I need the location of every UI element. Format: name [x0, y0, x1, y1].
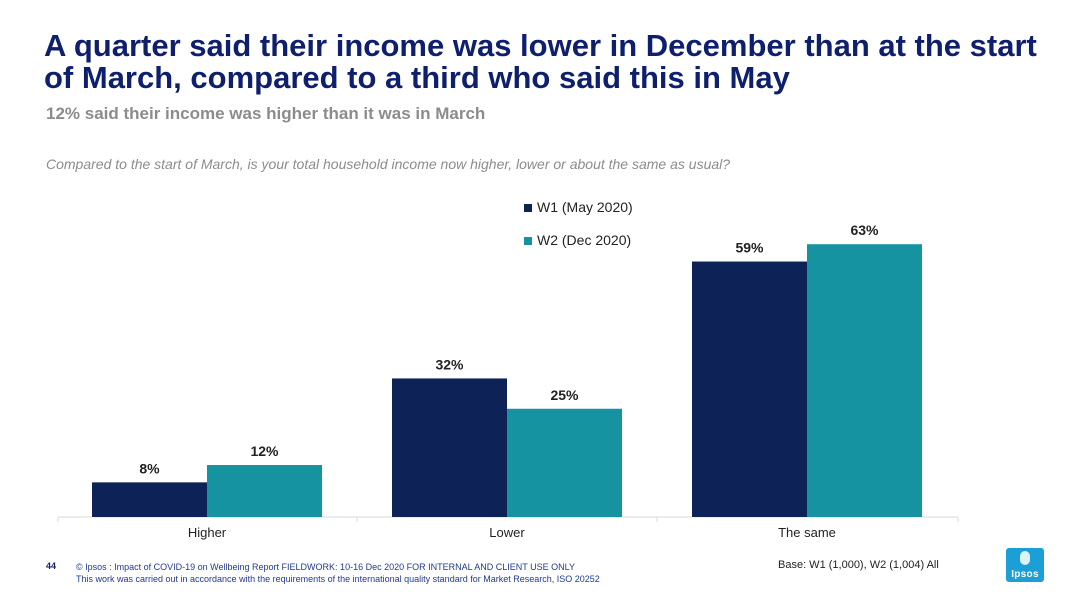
footer-note: © Ipsos : Impact of COVID-19 on Wellbein…: [76, 561, 600, 585]
x-tick-label: Lower: [489, 525, 525, 540]
page-number: 44: [46, 561, 57, 571]
data-label: 63%: [850, 222, 879, 238]
logo-mark-icon: [1020, 551, 1030, 565]
bar-w2: [207, 465, 322, 517]
x-tick-label: Higher: [188, 525, 227, 540]
bar-chart: 8% 32% 59% 12% 25% 63% Higher Lower The same W1 (…: [57, 199, 959, 540]
footer-iso-note: This work was carried out in accordance …: [76, 574, 600, 584]
page-subtitle: 12% said their income was higher than it…: [46, 104, 486, 123]
legend-label: W2 (Dec 2020): [537, 232, 631, 248]
bar-w1: [692, 261, 807, 517]
bar-w2: [807, 244, 922, 517]
survey-question: Compared to the start of March, is your …: [46, 156, 731, 172]
x-tick-label: The same: [778, 525, 836, 540]
bar-w1: [92, 482, 207, 517]
legend-label: W1 (May 2020): [537, 199, 633, 215]
data-label: 59%: [735, 240, 764, 256]
data-label: 25%: [550, 387, 579, 403]
page-title: A quarter said their income was lower in…: [44, 28, 1037, 95]
data-label: 12%: [250, 443, 279, 459]
base-note: Base: W1 (1,000), W2 (1,004) All: [778, 559, 939, 571]
footer-copyright: © Ipsos : Impact of COVID-19 on Wellbein…: [76, 562, 575, 572]
bar-w1: [392, 378, 507, 517]
logo-wordmark: Ipsos: [1011, 569, 1039, 580]
legend-swatch: [524, 204, 532, 212]
ipsos-logo: Ipsos: [1006, 548, 1044, 582]
legend-swatch: [524, 237, 532, 245]
bar-w2: [507, 408, 622, 517]
data-label: 8%: [139, 460, 160, 476]
data-label: 32%: [435, 356, 464, 372]
